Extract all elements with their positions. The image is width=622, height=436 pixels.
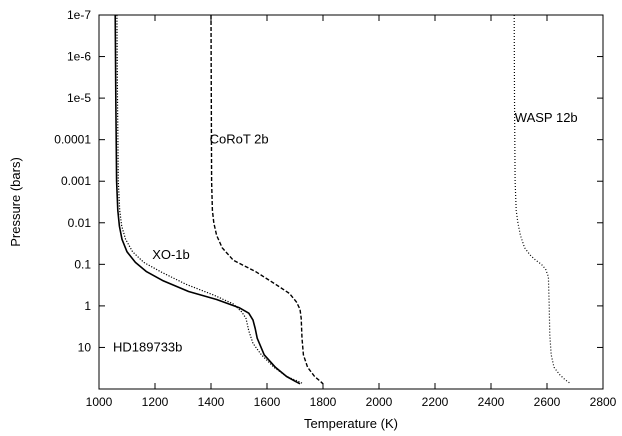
y-tick-label: 1e-5 [67, 91, 91, 105]
x-tick-label: 2800 [590, 395, 617, 409]
curve-annotations: HD189733b XO-1b CoRoT 2b WASP 12b [113, 110, 578, 355]
curve-annotation: WASP 12b [515, 110, 578, 125]
y-axis-label: Pressure (bars) [8, 157, 23, 247]
axis-ticks: 1000 1200 1400 1600 1800 2000 2200 2400 2600 2800… [54, 8, 616, 409]
series-line-1 [114, 14, 301, 385]
series-line-2 [116, 14, 304, 385]
y-tick-label: 0.1 [74, 257, 91, 271]
x-tick-label: 1800 [310, 395, 337, 409]
y-tick-label: 1 [84, 299, 91, 313]
y-tick-label: 10 [78, 340, 92, 354]
x-tick-label: 2200 [422, 395, 449, 409]
y-tick-label: 1e-7 [67, 8, 91, 22]
series-line-4 [513, 14, 572, 385]
plot-curves [114, 14, 572, 385]
curve-annotation: XO-1b [152, 247, 190, 262]
y-tick-label: 0.001 [61, 174, 91, 188]
y-tick-label: 0.01 [68, 216, 92, 230]
x-tick-label: 1600 [254, 395, 281, 409]
curve-annotation: CoRoT 2b [210, 132, 269, 147]
x-tick-label: 2000 [366, 395, 393, 409]
y-tick-label: 1e-6 [67, 50, 91, 64]
x-tick-label: 2600 [534, 395, 561, 409]
x-tick-label: 1200 [142, 395, 169, 409]
plot-frame [98, 14, 604, 390]
y-tick-label: 0.0001 [54, 133, 91, 147]
x-axis-label: Temperature (K) [304, 416, 398, 431]
curve-annotation: HD189733b [113, 339, 182, 354]
x-tick-label: 1000 [86, 395, 113, 409]
x-tick-label: 2400 [478, 395, 505, 409]
series-line-3 [210, 14, 324, 385]
x-tick-label: 1400 [198, 395, 225, 409]
